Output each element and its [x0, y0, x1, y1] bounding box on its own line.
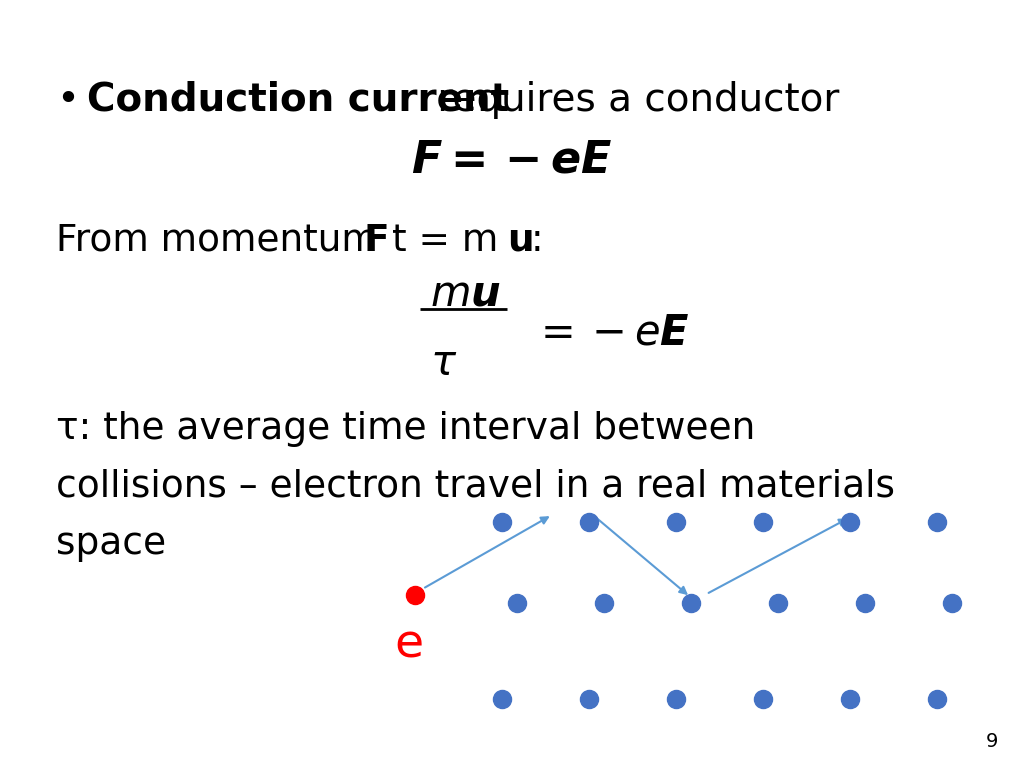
Text: collisions – electron travel in a real materials: collisions – electron travel in a real m…: [56, 468, 895, 505]
Text: $\tau$: $\tau$: [430, 342, 458, 384]
Text: space: space: [56, 526, 167, 562]
Text: F: F: [364, 223, 389, 259]
Text: u: u: [507, 223, 534, 259]
Text: requires a conductor: requires a conductor: [425, 81, 840, 118]
Text: $= -e\boldsymbol{E}$: $= -e\boldsymbol{E}$: [532, 311, 690, 353]
Text: e: e: [394, 622, 423, 667]
Text: :: :: [530, 223, 543, 259]
Text: Conduction current: Conduction current: [87, 81, 509, 118]
Text: $\boldsymbol{F = -eE}$: $\boldsymbol{F = -eE}$: [412, 138, 612, 181]
Text: From momentum: From momentum: [56, 223, 390, 259]
Text: τ: the average time interval between: τ: the average time interval between: [56, 411, 756, 447]
Text: •: •: [56, 81, 79, 118]
Text: t = m: t = m: [392, 223, 499, 259]
Text: 9: 9: [986, 732, 998, 751]
Text: $m\boldsymbol{u}$: $m\boldsymbol{u}$: [430, 273, 501, 315]
